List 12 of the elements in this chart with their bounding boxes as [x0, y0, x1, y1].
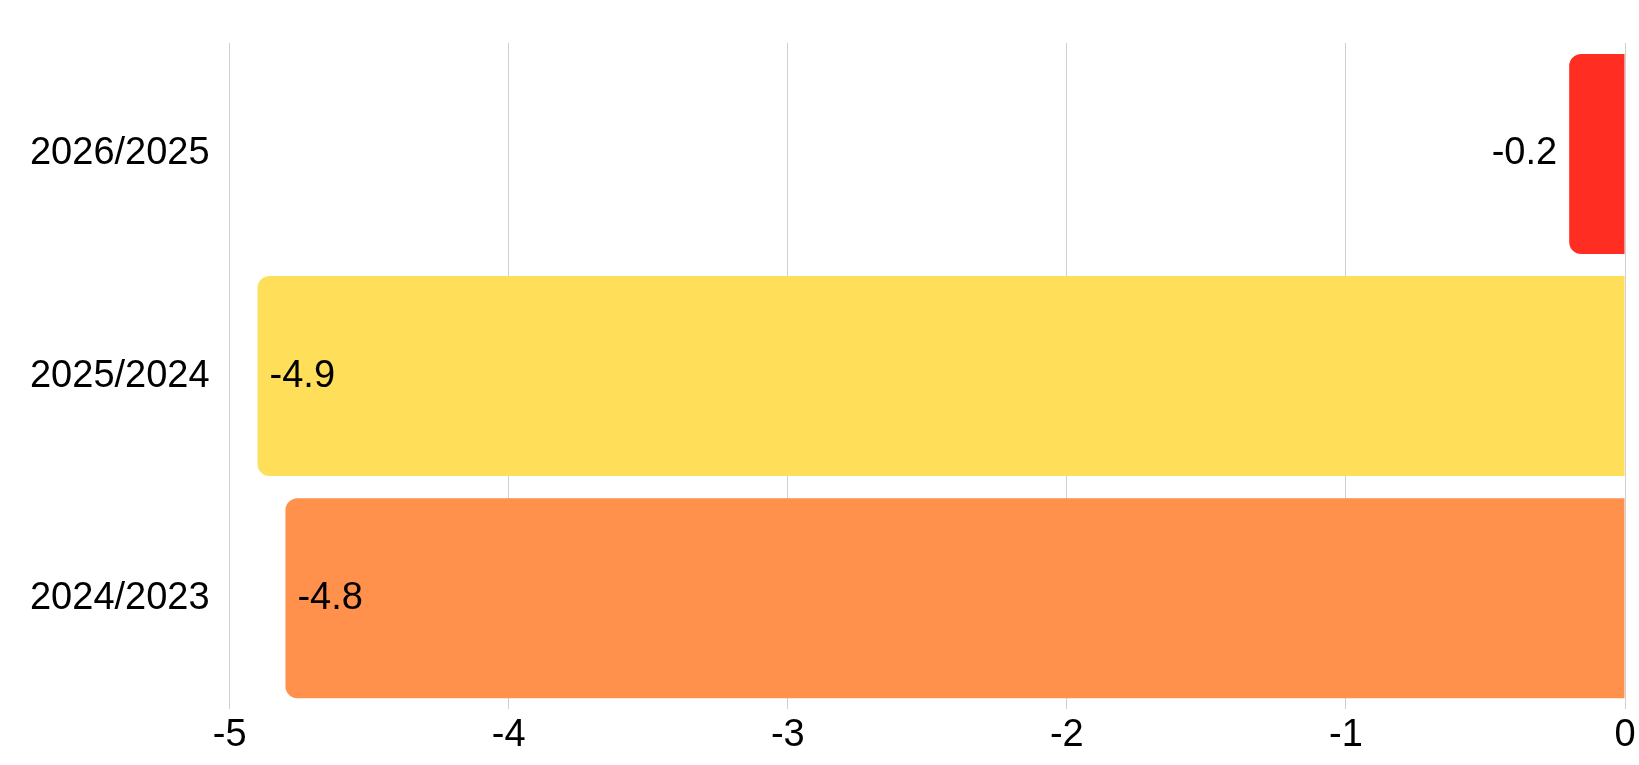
y-tick-label: 2024/2023	[29, 574, 210, 617]
x-tick-label: -2	[1049, 711, 1084, 754]
data-label: -4.8	[297, 574, 363, 617]
x-tick-label: -4	[491, 711, 526, 754]
y-tick-label: 2025/2024	[29, 352, 210, 395]
data-label: -4.9	[269, 352, 336, 395]
x-tick-label: 0	[1614, 711, 1636, 754]
data-label: -0.2	[1491, 130, 1558, 173]
x-tick-label: -1	[1329, 711, 1363, 754]
x-tick-label: -5	[212, 711, 247, 754]
y-tick-label: 2026/2025	[29, 130, 210, 173]
x-tick-label: -3	[770, 711, 805, 754]
